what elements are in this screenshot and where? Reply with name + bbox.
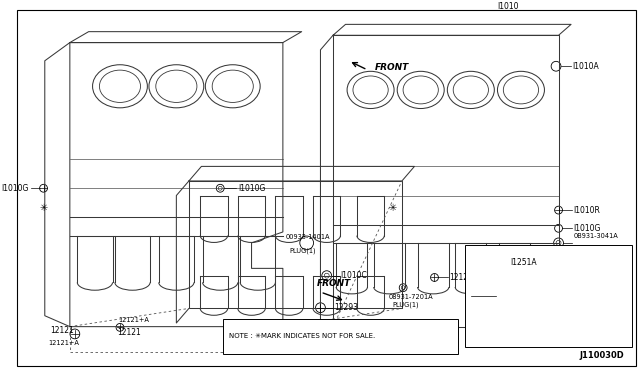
Text: 08931-7201A: 08931-7201A <box>388 294 433 300</box>
Text: 12121: 12121 <box>50 327 74 336</box>
Text: PLUG (1): PLUG (1) <box>576 247 605 253</box>
Text: I1010C: I1010C <box>340 271 367 280</box>
Text: I1010G: I1010G <box>2 184 29 193</box>
Text: PLUG(1): PLUG(1) <box>290 248 316 254</box>
Text: 12293: 12293 <box>334 303 358 312</box>
Text: 12121+A: 12121+A <box>118 317 150 323</box>
Text: J110030D: J110030D <box>580 351 625 360</box>
Text: ✳: ✳ <box>40 203 47 213</box>
Text: ✳: ✳ <box>388 203 397 213</box>
Text: 12121: 12121 <box>118 328 141 337</box>
Text: NOTE : ✳MARK INDICATES NOT FOR SALE.: NOTE : ✳MARK INDICATES NOT FOR SALE. <box>229 333 376 340</box>
Text: 12121C: 12121C <box>449 273 478 282</box>
Text: PLUG(1): PLUG(1) <box>392 302 419 308</box>
Text: I1010G: I1010G <box>573 224 601 233</box>
Text: I1251A: I1251A <box>510 259 537 267</box>
Text: I1010R: I1010R <box>573 206 600 215</box>
Bar <box>223 319 458 354</box>
Text: I1010: I1010 <box>497 1 518 11</box>
Text: FRONT: FRONT <box>317 279 351 288</box>
Text: 0B931-3041A: 0B931-3041A <box>573 233 618 239</box>
Text: I1010G: I1010G <box>237 184 265 193</box>
Text: FRONT: FRONT <box>375 64 410 73</box>
Text: I1010C: I1010C <box>496 283 523 292</box>
Text: 00933-1401A: 00933-1401A <box>286 234 330 240</box>
Text: 12121+A: 12121+A <box>49 340 79 346</box>
Text: I1010A: I1010A <box>572 62 599 71</box>
Bar <box>465 245 632 347</box>
